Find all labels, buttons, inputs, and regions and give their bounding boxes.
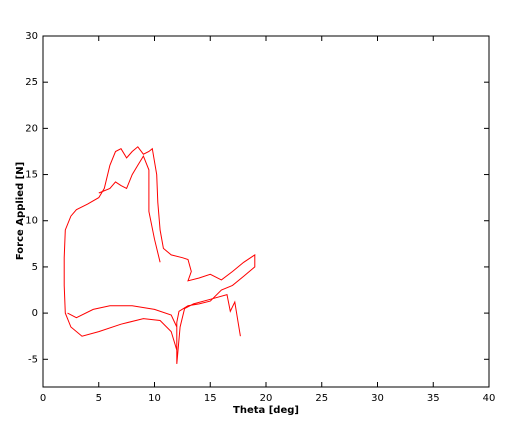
x-tick-label: 35 [427, 393, 440, 404]
y-tick-label: 0 [32, 308, 38, 319]
plot-frame [42, 35, 490, 388]
x-tick-label: 10 [148, 393, 161, 404]
y-tick-label: 30 [25, 31, 38, 42]
y-tick-label: 5 [32, 262, 38, 273]
x-tick-label: 30 [371, 393, 384, 404]
x-tick-label: 20 [260, 393, 273, 404]
y-tick-label: 25 [25, 77, 38, 88]
x-axis-label: Theta [deg] [233, 405, 299, 416]
y-tick-label: -5 [28, 354, 38, 365]
x-tick-label: 25 [315, 393, 328, 404]
y-tick-label: 20 [25, 123, 38, 134]
x-tick-label: 0 [40, 393, 46, 404]
x-tick-label: 15 [204, 393, 217, 404]
x-tick-label: 5 [96, 393, 102, 404]
y-tick-label: 10 [25, 216, 38, 227]
y-tick-label: 15 [25, 170, 38, 181]
y-axis-label: Force Applied [N] [15, 162, 26, 260]
data-line [63, 146, 256, 364]
x-tick-label: 40 [483, 393, 496, 404]
